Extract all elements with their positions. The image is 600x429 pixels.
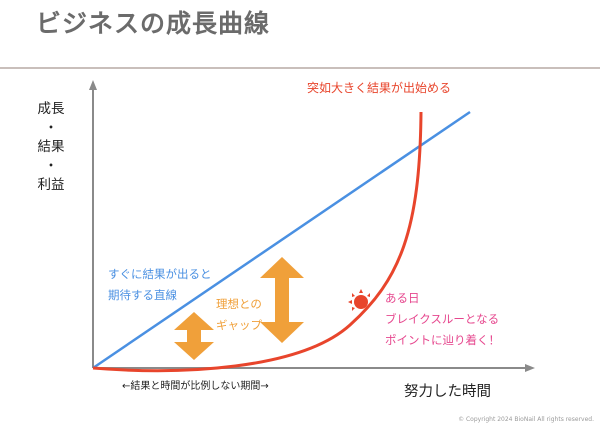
y-label-dot: ・ — [44, 120, 58, 136]
title-divider — [0, 67, 600, 69]
x-axis-arrowhead-icon — [525, 364, 535, 372]
x-axis-label: 努力した時間 — [404, 384, 491, 400]
y-axis-label: 成長 ・ 結果 ・ 利益 — [36, 100, 66, 195]
linear-expectation-line2: 期待する直線 — [108, 288, 177, 302]
y-label-growth: 成長 — [37, 101, 65, 117]
copyright: © Copyright 2024 BioNail All rights rese… — [458, 416, 594, 423]
gap-arrow-small-icon — [174, 312, 214, 360]
sun-icon — [348, 289, 370, 311]
breakthrough-label: ある日 ブレイクスルーとなる ポイントに辿り着く！ — [385, 288, 500, 351]
y-label-dot: ・ — [44, 158, 58, 174]
y-label-results: 結果 — [37, 139, 65, 155]
breakthrough-line3: ポイントに辿り着く！ — [385, 333, 500, 347]
breakthrough-line2: ブレイクスルーとなる — [385, 312, 500, 326]
gap-label-line1: 理想との — [216, 297, 262, 311]
linear-expectation-line1: すぐに結果が出ると — [108, 267, 212, 281]
y-axis-arrowhead-icon — [89, 80, 97, 90]
gap-arrow-large-icon — [260, 257, 304, 343]
linear-expectation-label: すぐに結果が出ると 期待する直線 — [108, 264, 212, 306]
growth-curve — [92, 111, 423, 373]
non-proportional-period-label: ←結果と時間が比例しない期間→ — [122, 381, 269, 392]
expectation-line — [92, 110, 471, 370]
gap-label-line2: ギャップ — [216, 318, 262, 332]
page-title: ビジネスの成長曲線 — [36, 9, 271, 38]
breakthrough-line1: ある日 — [385, 291, 420, 305]
sudden-results-label: 突如大きく結果が出始める — [307, 81, 452, 95]
y-label-profit: 利益 — [37, 177, 65, 193]
gap-label: 理想との ギャップ — [216, 294, 262, 336]
